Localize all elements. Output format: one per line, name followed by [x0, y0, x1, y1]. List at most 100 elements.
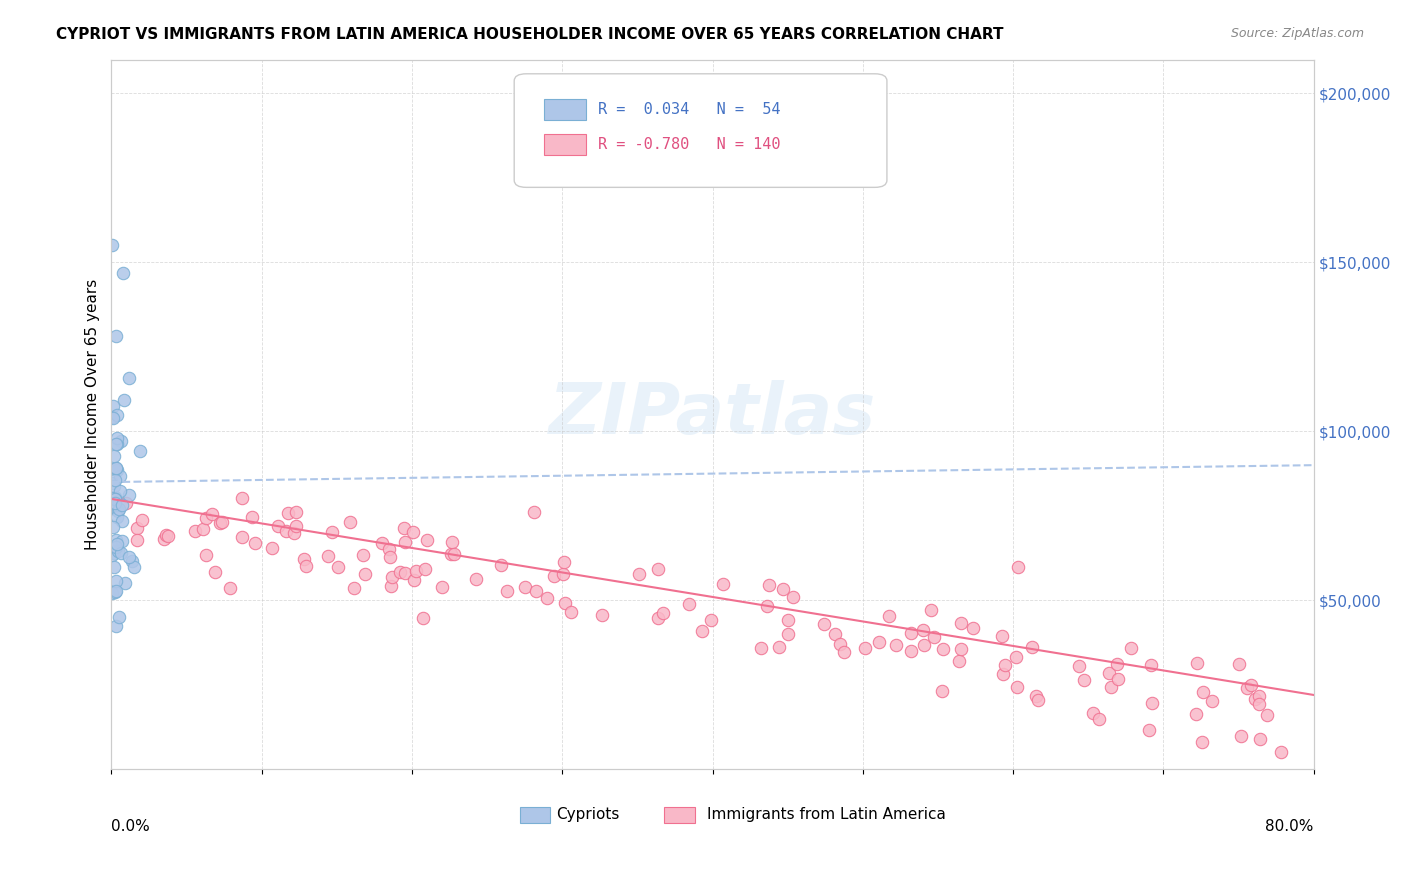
Point	[105, 540, 128, 554]
Point	[465, 572, 488, 586]
Point	[204, 566, 226, 580]
Point	[243, 536, 266, 550]
Point	[526, 584, 548, 599]
Point	[129, 444, 152, 458]
Point	[295, 559, 318, 574]
Point	[101, 586, 124, 600]
Point	[195, 549, 218, 563]
Point	[496, 583, 519, 598]
Point	[107, 544, 129, 558]
Point	[110, 434, 132, 448]
Point	[121, 554, 143, 568]
Point	[1140, 696, 1163, 710]
Point	[1249, 732, 1271, 747]
Point	[115, 496, 138, 510]
Point	[489, 558, 512, 573]
Point	[900, 625, 922, 640]
Point	[110, 546, 132, 560]
Point	[105, 460, 128, 475]
Point	[392, 521, 415, 535]
Point	[647, 611, 669, 625]
Point	[776, 613, 799, 627]
Point	[782, 591, 804, 605]
Point	[1021, 640, 1043, 654]
Point	[1026, 693, 1049, 707]
Point	[912, 638, 935, 652]
Point	[343, 581, 366, 595]
Point	[758, 578, 780, 592]
Point	[690, 624, 713, 639]
Y-axis label: Householder Income Over 65 years: Householder Income Over 65 years	[86, 279, 100, 550]
Point	[1185, 706, 1208, 721]
FancyBboxPatch shape	[520, 807, 550, 822]
Point	[813, 617, 835, 632]
Point	[776, 627, 799, 641]
Text: R = -0.780   N = 140: R = -0.780 N = 140	[599, 137, 780, 153]
Point	[1007, 559, 1029, 574]
Point	[402, 524, 425, 539]
Point	[122, 560, 145, 574]
Point	[1201, 694, 1223, 708]
Point	[104, 437, 127, 451]
Point	[380, 579, 402, 593]
Point	[108, 483, 131, 498]
Point	[1087, 712, 1109, 726]
Point	[111, 515, 134, 529]
Point	[105, 431, 128, 445]
Point	[993, 667, 1015, 681]
Point	[877, 609, 900, 624]
Point	[105, 509, 128, 524]
Point	[118, 549, 141, 564]
Point	[404, 573, 426, 587]
Point	[1073, 673, 1095, 687]
Point	[111, 533, 134, 548]
Point	[262, 541, 284, 555]
Point	[1069, 658, 1091, 673]
Point	[1139, 657, 1161, 672]
Point	[1007, 681, 1029, 695]
Text: R =  0.034   N =  54: R = 0.034 N = 54	[599, 102, 780, 117]
Point	[394, 566, 416, 580]
Point	[830, 637, 852, 651]
FancyBboxPatch shape	[515, 74, 887, 187]
Point	[108, 610, 131, 624]
Point	[108, 469, 131, 483]
Point	[321, 524, 343, 539]
Point	[103, 478, 125, 492]
Point	[131, 513, 153, 527]
Point	[768, 640, 790, 655]
Point	[950, 616, 973, 631]
Point	[378, 541, 401, 556]
Point	[900, 644, 922, 658]
Point	[832, 645, 855, 659]
Point	[515, 580, 537, 594]
Point	[127, 533, 149, 548]
Point	[276, 524, 298, 538]
Point	[868, 634, 890, 648]
Point	[111, 266, 134, 280]
Point	[103, 559, 125, 574]
Point	[107, 504, 129, 518]
Point	[1185, 656, 1208, 670]
Point	[105, 461, 128, 475]
Point	[105, 437, 128, 451]
Point	[352, 548, 374, 562]
Point	[1191, 735, 1213, 749]
Point	[678, 597, 700, 611]
Point	[339, 515, 361, 529]
Point	[962, 621, 984, 635]
Point	[231, 491, 253, 506]
Point	[647, 562, 669, 576]
Point	[1121, 640, 1143, 655]
Text: 0.0%: 0.0%	[111, 819, 150, 834]
Point	[101, 475, 124, 490]
Point	[1256, 708, 1278, 723]
Point	[101, 548, 124, 562]
Point	[560, 605, 582, 619]
Text: CYPRIOT VS IMMIGRANTS FROM LATIN AMERICA HOUSEHOLDER INCOME OVER 65 YEARS CORREL: CYPRIOT VS IMMIGRANTS FROM LATIN AMERICA…	[56, 27, 1004, 42]
Point	[1270, 746, 1292, 760]
Point	[104, 491, 127, 505]
Point	[912, 623, 935, 637]
Point	[440, 534, 463, 549]
Point	[948, 654, 970, 668]
